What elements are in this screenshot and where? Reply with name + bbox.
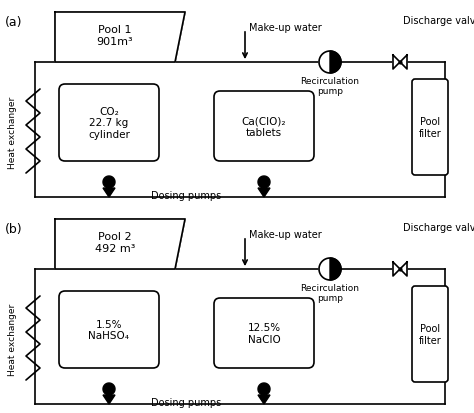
FancyBboxPatch shape	[59, 291, 159, 368]
Text: Make-up water: Make-up water	[249, 23, 322, 33]
Text: Discharge valve: Discharge valve	[403, 16, 474, 26]
Polygon shape	[330, 259, 341, 280]
FancyBboxPatch shape	[412, 286, 448, 382]
Polygon shape	[258, 395, 270, 404]
Polygon shape	[330, 52, 341, 74]
Polygon shape	[55, 219, 185, 269]
Polygon shape	[103, 189, 115, 197]
Polygon shape	[400, 56, 407, 70]
Polygon shape	[258, 383, 270, 395]
Text: 12.5%
NaClO: 12.5% NaClO	[247, 323, 281, 344]
Text: (a): (a)	[5, 16, 22, 29]
Text: Dosing pumps: Dosing pumps	[151, 190, 222, 201]
Text: (b): (b)	[5, 223, 23, 235]
Polygon shape	[393, 56, 400, 70]
Polygon shape	[103, 177, 115, 189]
Text: Ca(ClO)₂
tablets: Ca(ClO)₂ tablets	[242, 116, 286, 138]
Polygon shape	[103, 395, 115, 404]
Polygon shape	[103, 383, 115, 395]
Text: Discharge valve: Discharge valve	[403, 223, 474, 233]
Text: Recirculation
pump: Recirculation pump	[301, 77, 359, 96]
Text: Pool
filter: Pool filter	[419, 117, 441, 138]
Text: Heat exchanger: Heat exchanger	[9, 303, 18, 375]
Polygon shape	[400, 262, 407, 276]
Text: Make-up water: Make-up water	[249, 230, 322, 240]
Polygon shape	[258, 177, 270, 189]
FancyBboxPatch shape	[214, 298, 314, 368]
Text: Pool
filter: Pool filter	[419, 323, 441, 345]
Text: Dosing pumps: Dosing pumps	[151, 397, 222, 407]
Polygon shape	[258, 189, 270, 197]
Polygon shape	[393, 262, 400, 276]
Polygon shape	[319, 259, 341, 280]
Text: Heat exchanger: Heat exchanger	[9, 97, 18, 169]
Text: Pool 2
492 m³: Pool 2 492 m³	[95, 232, 135, 253]
Text: CO₂
22.7 kg
cylinder: CO₂ 22.7 kg cylinder	[88, 107, 130, 140]
FancyBboxPatch shape	[412, 80, 448, 176]
Polygon shape	[319, 52, 341, 74]
FancyBboxPatch shape	[214, 92, 314, 161]
Text: Pool 1
901m³: Pool 1 901m³	[97, 25, 133, 47]
FancyBboxPatch shape	[59, 85, 159, 161]
Text: Recirculation
pump: Recirculation pump	[301, 283, 359, 303]
Text: 1.5%
NaHSO₄: 1.5% NaHSO₄	[89, 319, 129, 340]
Polygon shape	[55, 13, 185, 63]
